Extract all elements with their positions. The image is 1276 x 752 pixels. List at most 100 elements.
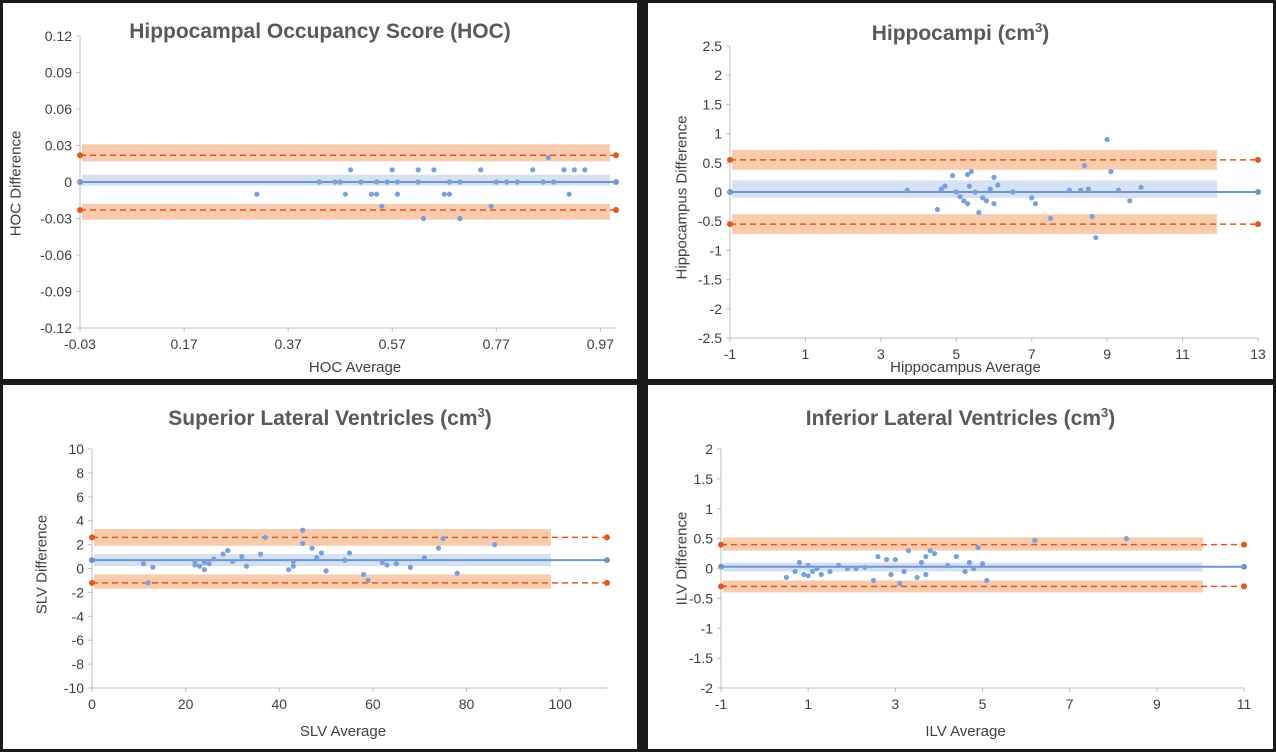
- hoc-y-tick-label: -0.03: [40, 211, 72, 227]
- hoc-data-point: [571, 167, 577, 173]
- hippocampi-lower-loa-marker: [1255, 221, 1261, 228]
- hippocampi-data-point: [987, 186, 993, 192]
- ilv-x-tick-label: 7: [1066, 696, 1074, 712]
- ilv-data-point: [892, 556, 898, 563]
- hoc-data-point: [530, 167, 536, 173]
- ilv-lower-loa-marker: [1241, 583, 1247, 590]
- slv-data-point: [435, 545, 442, 551]
- ilv-data-point: [844, 565, 850, 572]
- hippocampi-data-point: [953, 189, 959, 195]
- slv-lower-loa-marker: [89, 579, 95, 586]
- ilv-data-point: [805, 573, 811, 579]
- hippocampi-data-point: [965, 171, 971, 178]
- slv-data-point: [211, 556, 217, 562]
- hoc-mean-ci-band: [82, 174, 610, 186]
- ilv-lower-loa-marker: [718, 583, 724, 590]
- ilv-data-point: [897, 580, 903, 587]
- slv-y-tick-label: -8: [72, 656, 85, 672]
- ilv-data-point: [792, 568, 798, 575]
- hoc-y-tick-label: 0.06: [45, 101, 72, 117]
- hippocampi-data-point: [904, 187, 910, 193]
- hippocampi-data-point: [949, 173, 956, 179]
- slv-data-point: [140, 561, 147, 567]
- ilv-x-tick-label: -1: [715, 696, 728, 712]
- hippocampi-y-tick-label: 2: [714, 67, 722, 83]
- hippocampi-panel: -2.5 -2 -1.5 -1 -0.5 0 0.5 1 1.5 2 2.5 -1 1 3 5 7 9 11 13 …: [648, 3, 1273, 379]
- hoc-data-point: [337, 179, 343, 185]
- hoc-data-point: [446, 179, 453, 185]
- slv-data-point: [201, 559, 207, 566]
- hoc-data-point: [504, 179, 510, 185]
- slv-data-point: [314, 555, 320, 561]
- ilv-data-point: [905, 547, 912, 554]
- hoc-data-point: [254, 191, 260, 197]
- hippocampi-data-point: [983, 198, 990, 204]
- hippocampi-y-tick-label: -2: [710, 301, 723, 317]
- ilv-x-tick-label: 3: [891, 696, 899, 712]
- slv-lower-loa-marker: [604, 579, 610, 586]
- ilv-mean-marker: [1241, 563, 1247, 570]
- hippocampi-mean-marker: [1255, 189, 1261, 195]
- hoc-lower-loa-marker: [613, 206, 619, 213]
- ilv-data-point: [875, 553, 881, 560]
- hippocampi-data-point: [1078, 187, 1084, 193]
- hoc-data-point: [368, 191, 375, 197]
- hippocampi-x-tick-label: -1: [724, 346, 737, 362]
- ilv-data-point: [914, 574, 920, 581]
- ilv-data-point: [962, 568, 968, 575]
- hoc-data-point: [457, 215, 463, 222]
- hippocampi-data-point: [1032, 201, 1039, 207]
- ilv-data-point: [818, 571, 824, 578]
- hoc-data-point: [332, 179, 338, 185]
- hippocampi-y-tick-label: -1.5: [698, 272, 722, 288]
- hoc-plot: -0.12 -0.09 -0.06 -0.03 0 0.03 0.06 0.09 0.12 -0.…: [40, 28, 619, 352]
- hippocampi-lower-loa-marker: [727, 221, 733, 228]
- hoc-data-point: [316, 179, 322, 185]
- ilv-data-point: [827, 568, 833, 575]
- hoc-data-point: [566, 191, 572, 197]
- hoc-x-tick-label: 0.57: [379, 336, 406, 352]
- hippocampi-y-tick-label: -2.5: [698, 330, 722, 346]
- hippocampi-y-tick-label: -1: [710, 242, 723, 258]
- ilv-data-point: [975, 544, 981, 551]
- slv-mean-marker: [89, 557, 95, 564]
- ilv-y-tick-label: -0.5: [689, 590, 713, 606]
- hoc-data-point: [431, 167, 437, 173]
- slv-upper-loa-marker: [604, 534, 610, 541]
- ilv-data-point: [836, 562, 842, 569]
- hippocampi-data-point: [972, 189, 978, 195]
- hoc-data-point: [488, 203, 494, 209]
- ilv-data-point: [918, 559, 925, 566]
- ilv-data-point: [783, 574, 789, 581]
- hoc-data-point: [478, 167, 484, 173]
- hippocampi-y-tick-label: 0.5: [703, 155, 723, 171]
- hoc-data-point: [561, 167, 567, 173]
- ilv-y-tick-label: 2: [705, 441, 713, 457]
- ilv-panel: -2 -1.5 -1 -0.5 0 0.5 1 1.5 2 -1 1 3 5 7 9 11 Inferior …: [648, 385, 1273, 749]
- hippocampi-y-tick-label: 1: [714, 126, 722, 142]
- hippocampi-data-point: [968, 168, 974, 175]
- slv-y-tick-label: 10: [68, 441, 84, 457]
- slv-data-point: [346, 550, 353, 556]
- hippocampi-data-point: [1081, 163, 1088, 169]
- hippocampi-data-point: [1127, 198, 1133, 204]
- ilv-x-tick-label: 11: [1237, 696, 1252, 712]
- ilv-x-tick-label: 1: [804, 696, 812, 712]
- hippocampi-x-tick-label: 13: [1250, 346, 1266, 362]
- hippocampi-data-point: [995, 182, 1001, 188]
- slv-data-point: [492, 542, 498, 548]
- ilv-y-tick-label: -1.5: [689, 650, 713, 666]
- hoc-y-label: HOC Difference: [7, 130, 25, 237]
- hippocampi-data-point: [1138, 184, 1144, 190]
- ilv-y-tick-label: -1: [701, 620, 714, 636]
- hoc-x-tick-label: 0.77: [483, 336, 510, 352]
- slv-data-point: [290, 558, 296, 564]
- hoc-y-tick-label: 0.12: [45, 28, 72, 44]
- hoc-data-point: [348, 167, 354, 173]
- hoc-data-point: [446, 191, 453, 197]
- hoc-data-point: [550, 179, 557, 185]
- hoc-data-point: [457, 179, 463, 185]
- hippocampi-data-point: [961, 198, 967, 204]
- hoc-data-point: [374, 179, 380, 185]
- hippocampi-data-point: [976, 209, 982, 216]
